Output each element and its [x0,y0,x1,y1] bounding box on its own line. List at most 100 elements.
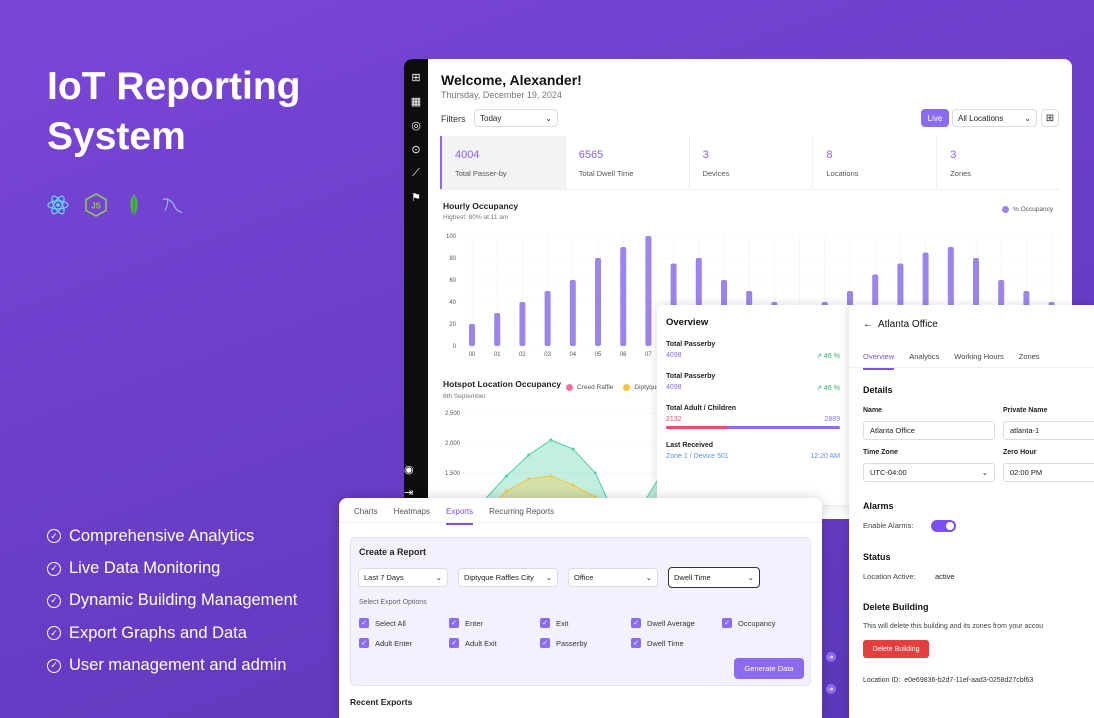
bar [620,247,627,346]
checkbox-dwell-average[interactable]: ✓ Dwell Average [631,618,695,628]
metric-select[interactable]: Dwell Time ⌄ [668,567,760,588]
tab-zones[interactable]: Zones [1018,352,1040,361]
nodejs-icon: JS [84,193,108,217]
checkbox-occupancy[interactable]: ✓ Occupancy [722,618,776,628]
check-circle-icon: ✓ [47,561,61,576]
chevron-down-icon: ⌄ [435,573,442,582]
zero-hour-input[interactable]: 02:00 PM [1003,463,1094,482]
feature-item: ✓ User management and admin [47,650,297,682]
ratio-bar [666,426,840,429]
location-select[interactable]: Diptyque Raffles City ⌄ [458,568,558,587]
checkbox-adult-enter[interactable]: ✓ Adult Enter [359,638,412,648]
y-tick-label: 60 [449,278,456,284]
checkmark-icon: ✓ [540,618,550,628]
building-select[interactable]: Office ⌄ [568,568,658,587]
arrow-right-icon[interactable]: ➜ [826,684,836,694]
chevron-down-icon: ⌄ [645,573,652,582]
details-title: Details [863,385,893,395]
chevron-down-icon: ⌄ [981,468,988,477]
stat-card[interactable]: 3 Zones [936,136,1060,189]
tab-exports[interactable]: Exports [446,507,474,525]
data-point [527,453,531,457]
grid-view-icon[interactable]: ⊞ [1041,109,1059,127]
timezone-select[interactable]: UTC-04:00 ⌄ [863,463,995,482]
x-tick-label: 06 [620,352,627,358]
hotspot-chart-title: Hotspot Location Occupancy [443,379,562,389]
export-options-label: Select Export Options [359,599,427,606]
user-icon[interactable]: ◉ [404,463,414,476]
hotspot-chart-subtitle: 6th September [443,393,486,400]
alarms-toggle[interactable] [931,520,956,532]
checkbox-enter[interactable]: ✓ Enter [449,618,483,628]
location-filter-select[interactable]: All Locations ⌄ [952,109,1037,127]
checkbox-passerby[interactable]: ✓ Passerby [540,638,587,648]
date-filter-select[interactable]: Today ⌄ [474,109,558,127]
delete-building-button[interactable]: Delete Building [863,640,929,658]
logout-icon[interactable]: ⇥ [404,486,414,499]
checkmark-icon: ✓ [359,618,369,628]
arrow-right-icon[interactable]: ➜ [826,652,836,662]
private-name-input[interactable]: atlanta-1 [1003,421,1094,440]
location-pin-icon[interactable]: ⊙ [411,143,421,156]
tab-analytics[interactable]: Analytics [909,352,940,361]
hero-title: IoT Reporting System [47,65,301,158]
dashboard-icon[interactable]: ⊞ [411,71,421,84]
x-tick-label: 00 [469,352,476,358]
generate-data-button[interactable]: Generate Data [734,658,804,679]
checkmark-icon: ✓ [722,618,732,628]
stat-card[interactable]: 4004 Total Passer-by [440,136,565,189]
checkbox-select-all[interactable]: ✓ Select All [359,618,406,628]
radar-icon[interactable]: ◎ [411,119,421,132]
checkbox-exit[interactable]: ✓ Exit [540,618,569,628]
tab-charts[interactable]: Charts [354,507,378,516]
y-tick-label: 80 [449,256,456,262]
overview-card: Overview Total Passerby 4098 ↗ 46 % Total… [657,305,849,505]
feature-list: ✓ Comprehensive Analytics ✓ Live Data Moni… [47,520,297,682]
tab-heatmaps[interactable]: Heatmaps [393,507,431,516]
data-point [593,471,597,475]
checkbox-dwell-time[interactable]: ✓ Dwell Time [631,638,684,648]
period-select[interactable]: Last 7 Days ⌄ [358,568,448,587]
data-point [504,474,508,478]
overview-title: Overview [666,317,709,328]
data-point [549,474,553,478]
y-tick-label: 20 [449,322,456,328]
data-point [571,447,575,451]
mysql-icon [160,193,184,217]
hourly-chart-title: Hourly Occupancy [443,201,519,211]
chevron-down-icon: ⌄ [1024,113,1031,123]
checkmark-icon: ✓ [449,638,459,648]
hourly-chart-subtitle: Highest: 80% at 11 am [443,214,509,221]
tab-working-hours[interactable]: Working Hours [954,352,1004,361]
overview-row: Last Received Zone 1 / Device 501 12:20 A… [666,442,840,460]
data-point [593,495,597,499]
checkmark-icon: ✓ [540,638,550,648]
stat-card[interactable]: 8 Locations [812,136,936,189]
y-tick-label: 2,500 [445,411,461,417]
stat-card[interactable]: 6565 Total Dwell Time [564,136,689,189]
tab-recurring-reports[interactable]: Recurring Reports [489,507,555,516]
building-panel: ← Atlanta Office Overview Analytics Work… [849,305,1094,718]
name-input[interactable]: Atlanta Office [863,421,995,440]
back-arrow-icon[interactable]: ← [863,319,873,330]
check-circle-icon: ✓ [47,529,61,544]
recent-exports-title: Recent Exports [350,697,413,707]
building-icon[interactable]: ▦ [410,95,422,108]
data-point [549,438,553,442]
checkbox-adult-exit[interactable]: ✓ Adult Exit [449,638,497,648]
feature-item: ✓ Export Graphs and Data [47,617,297,649]
data-point [527,477,531,481]
flag-icon[interactable]: ⚑ [411,191,421,204]
chart-line-icon[interactable]: ⟋ [412,166,420,179]
tab-overview[interactable]: Overview [863,352,895,370]
location-id: e0e69836-b2d7-11ef-aad3-0258d27cbf63 [904,677,1034,684]
data-point [504,489,508,493]
delete-title: Delete Building [863,602,929,612]
live-button[interactable]: Live [921,109,949,127]
create-report-panel: Create a Report Last 7 Days ⌄ Diptyque Ra… [350,537,811,686]
stat-card[interactable]: 3 Devices [688,136,813,189]
y-tick-label: 1,500 [445,471,461,477]
x-tick-label: 03 [544,352,551,358]
filters-label: Filters [441,114,466,124]
x-tick-label: 01 [494,352,501,358]
